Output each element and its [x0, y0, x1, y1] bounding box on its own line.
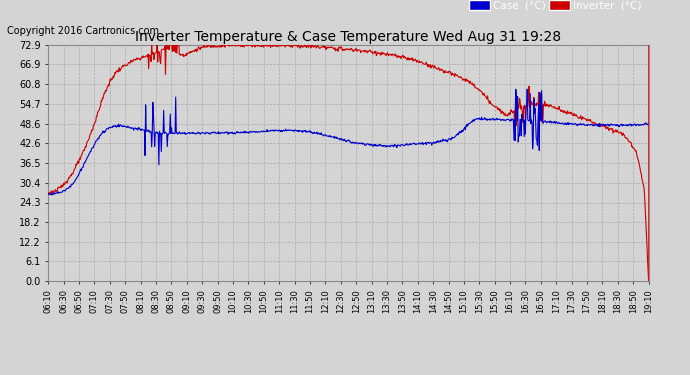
Legend: Case  (°C), Inverter  (°C): Case (°C), Inverter (°C)	[467, 0, 643, 13]
Text: Copyright 2016 Cartronics.com: Copyright 2016 Cartronics.com	[7, 26, 159, 36]
Title: Inverter Temperature & Case Temperature Wed Aug 31 19:28: Inverter Temperature & Case Temperature …	[135, 30, 562, 44]
